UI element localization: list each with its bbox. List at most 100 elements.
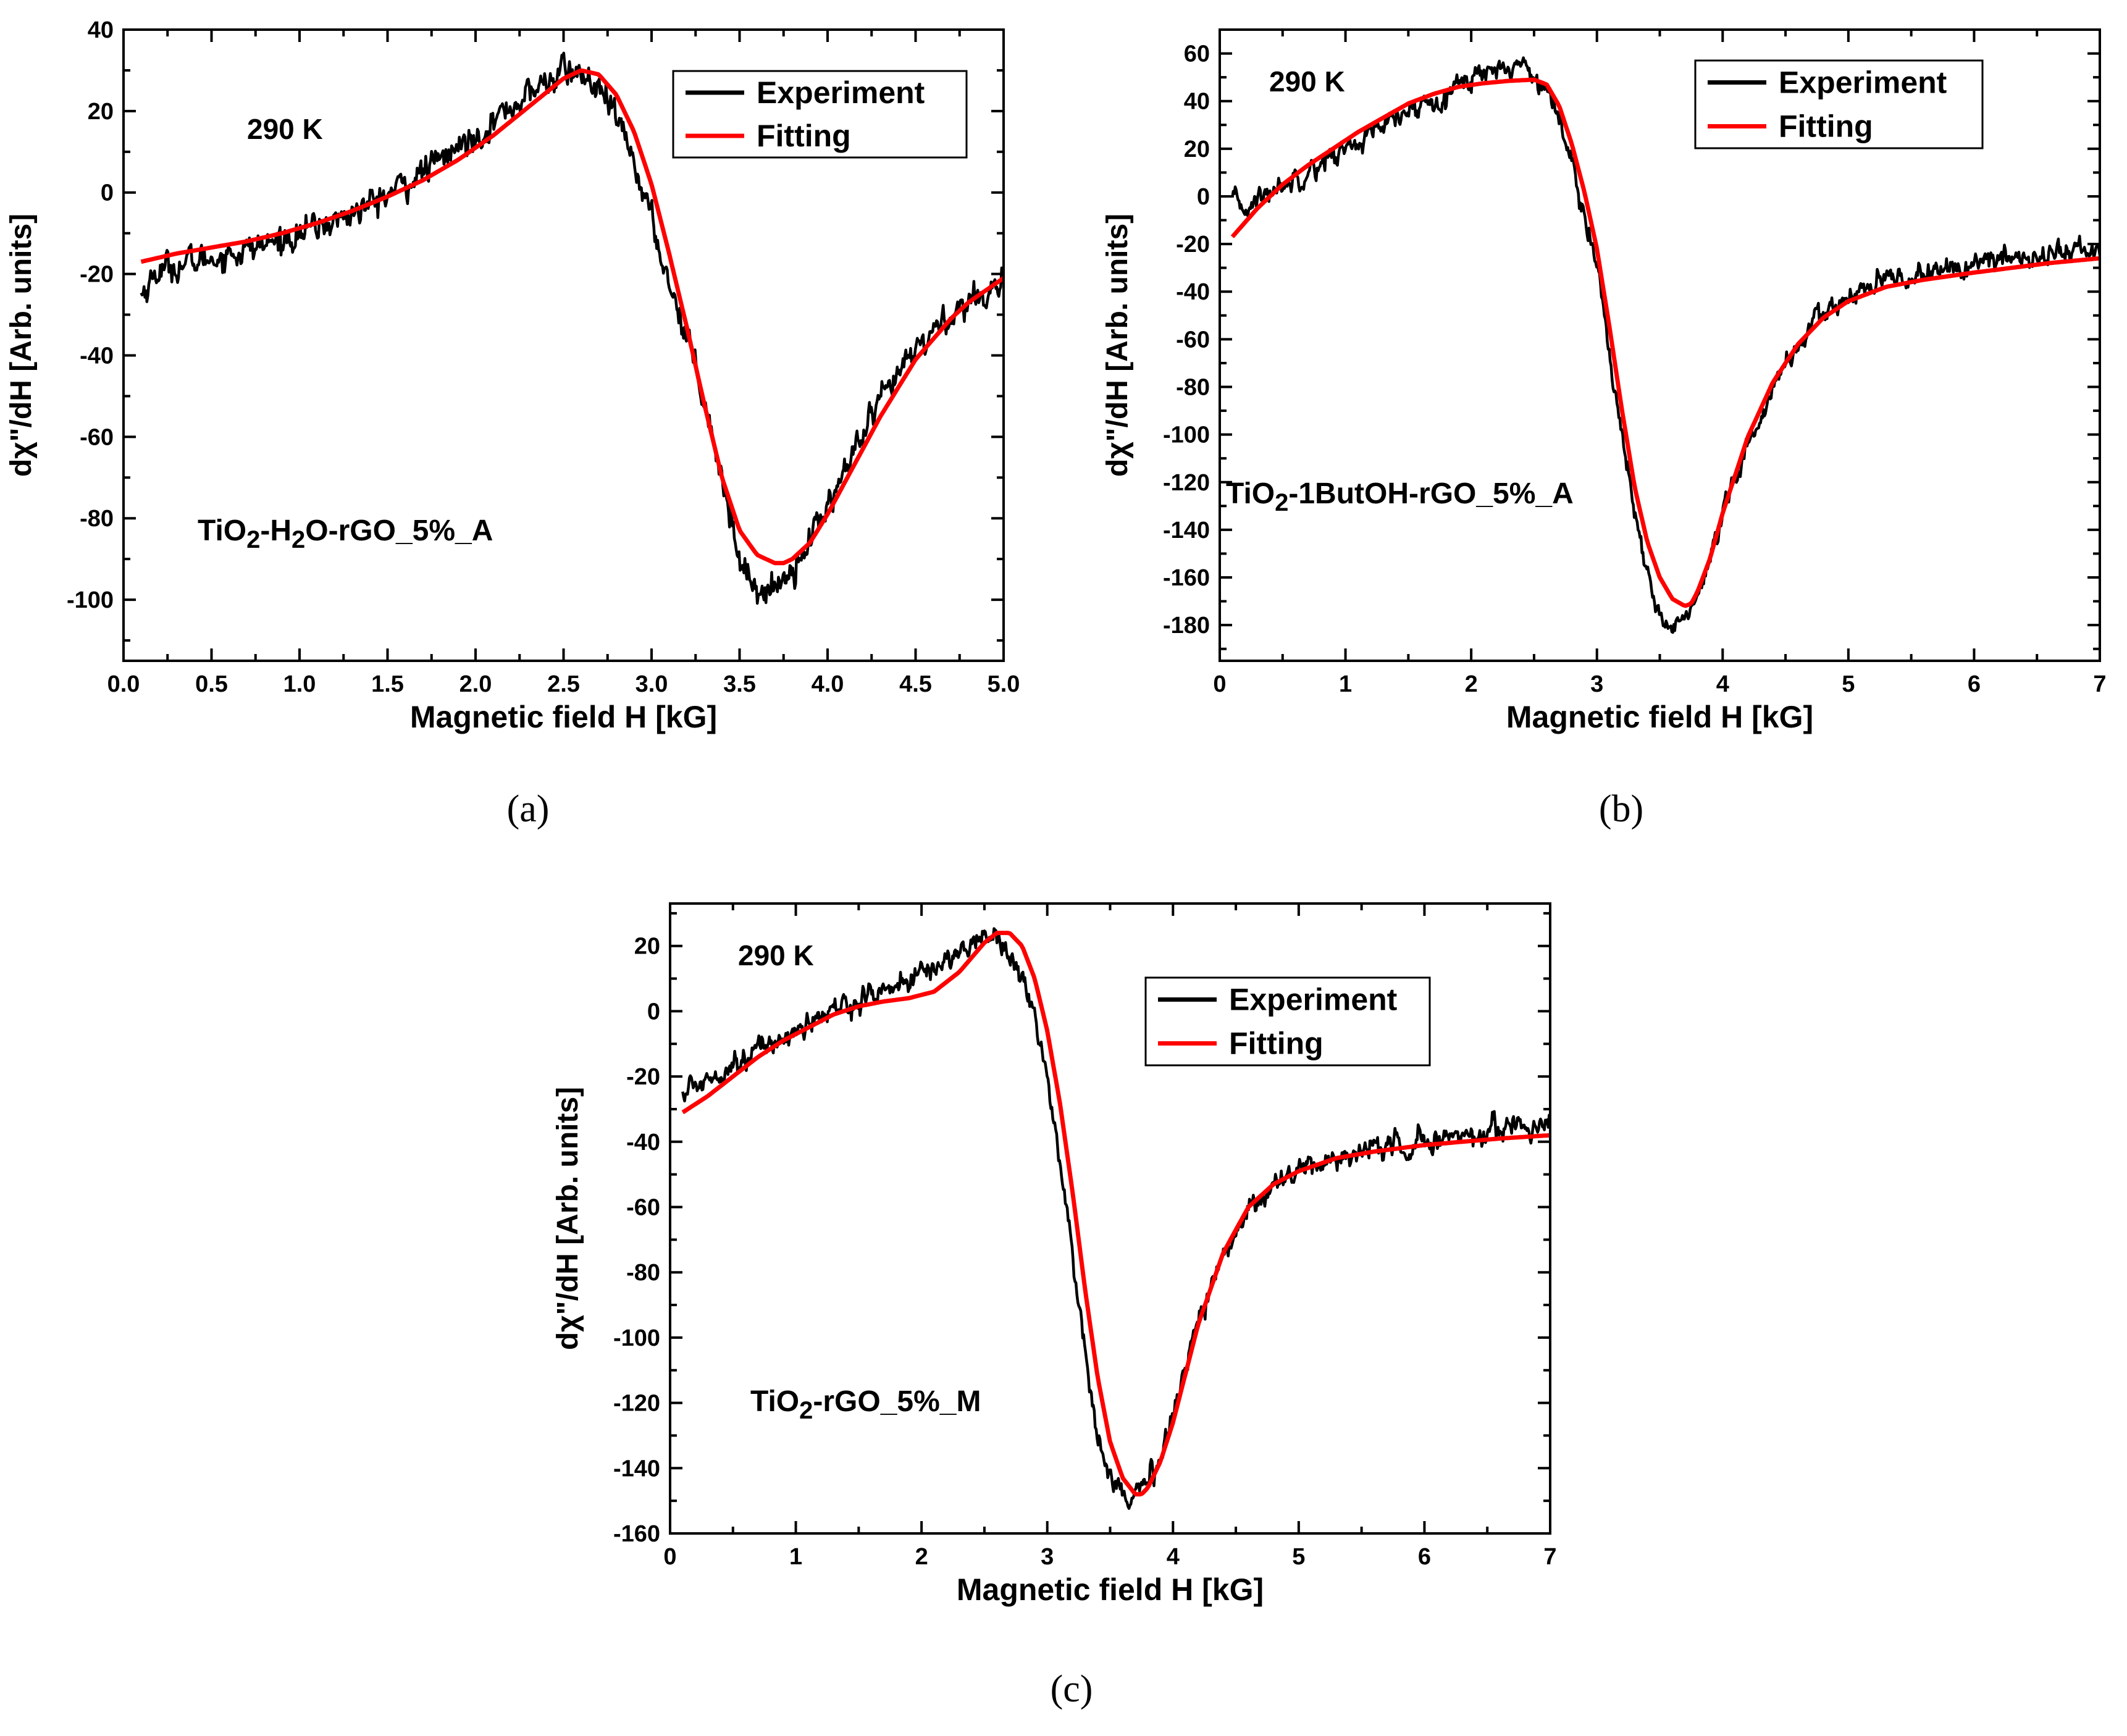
legend-box <box>1694 59 1984 149</box>
y-tick-label: -100 <box>1163 422 1210 448</box>
x-tick-label: 4 <box>1167 1544 1180 1570</box>
x-tick-label: 3.0 <box>636 671 668 697</box>
y-tick-label: -120 <box>1163 470 1210 496</box>
y-tick-label: 60 <box>1184 41 1210 67</box>
x-tick-label: 2.0 <box>459 671 492 697</box>
sample-label: TiO2-H2O-rGO_5%_A <box>198 514 493 553</box>
legend: Experiment Fitting <box>672 70 968 159</box>
x-axis-label: Magnetic field H [kG] <box>1506 700 1813 734</box>
legend-label-fitting: Fitting <box>1779 109 1873 144</box>
sample-label-subscript: 2 <box>246 526 260 553</box>
sample-label: TiO2-1ButOH-rGO_5%_A <box>1226 477 1574 516</box>
y-tick-label: 0 <box>1197 184 1210 210</box>
x-tick-label: 4 <box>1716 671 1729 697</box>
x-tick-label: 1 <box>1339 671 1352 697</box>
sample-label-part: -H <box>260 514 292 547</box>
y-tick-label: -40 <box>1176 279 1210 305</box>
legend-box <box>1144 976 1431 1067</box>
y-tick-label: 40 <box>88 17 114 43</box>
chart-panel-a: 0.0 0.5 1.0 1.5 2.0 2.5 3.0 3.5 4.0 4.5 5.0 -100 -80… <box>5 17 1020 830</box>
temperature-label: 290 K <box>1269 65 1345 98</box>
x-tick-label: 5 <box>1292 1544 1305 1570</box>
y-tick-label: -40 <box>80 343 114 369</box>
x-tick-label: 3.5 <box>723 671 756 697</box>
sample-label-subscript: 2 <box>292 526 305 553</box>
y-tick-label: -160 <box>1163 565 1210 591</box>
y-axis-label: dχ"/dH [Arb. units] <box>5 214 38 477</box>
chart-panel-b: 0 1 2 3 4 5 6 7 -180 -160 -140 -120 -100 -80 -60 -40 -20… <box>1101 28 2107 830</box>
legend-label-experiment: Experiment <box>1779 65 1947 100</box>
series-line-fitting <box>681 931 1550 1497</box>
panel-caption: (c) <box>1051 1668 1093 1710</box>
sample-label-part: TiO <box>750 1385 799 1418</box>
legend-label-fitting: Fitting <box>757 119 851 153</box>
y-tick-label: -40 <box>626 1130 660 1155</box>
sample-label-subscript: 2 <box>799 1397 813 1424</box>
x-axis-label: Magnetic field H [kG] <box>957 1572 1264 1607</box>
y-tick-label: 20 <box>88 99 114 125</box>
x-tick-label: 2 <box>915 1544 928 1570</box>
sample-label-part: -1ButOH-rGO_5%_A <box>1288 477 1573 510</box>
x-tick-label: 2.5 <box>547 671 580 697</box>
x-tick-label: 3 <box>1041 1544 1054 1570</box>
x-tick-label: 7 <box>1543 1544 1556 1570</box>
x-tick-label: 0.0 <box>107 671 140 697</box>
sample-label-part: TiO <box>198 514 246 547</box>
x-tick-label: 2 <box>1465 671 1478 697</box>
y-tick-label: 20 <box>634 934 660 960</box>
y-axis-label: dχ"/dH [Arb. units] <box>552 1087 584 1350</box>
y-axis-label: dχ"/dH [Arb. units] <box>1101 214 1134 477</box>
temperature-label: 290 K <box>738 939 814 971</box>
y-tick-label: -60 <box>626 1195 660 1221</box>
y-tick-label: -160 <box>613 1521 660 1547</box>
sample-label-subscript: 2 <box>1275 489 1288 516</box>
y-tick-label: -60 <box>1176 327 1210 353</box>
x-tick-label: 7 <box>2093 671 2106 697</box>
series-line-experiment <box>1231 56 2100 634</box>
series-line-fitting <box>140 68 1004 566</box>
y-tick-label: -60 <box>80 424 114 450</box>
x-tick-label: 0 <box>663 1544 676 1570</box>
y-tick-label: -100 <box>67 587 114 613</box>
y-tick-label: -80 <box>80 506 114 532</box>
y-tick-label: 0 <box>101 180 114 206</box>
sample-label-part: O-rGO_5%_A <box>305 514 493 547</box>
sample-label-part: TiO <box>1226 477 1275 510</box>
legend-label-experiment: Experiment <box>757 75 925 110</box>
series-line-experiment <box>681 927 1550 1510</box>
x-tick-label: 5 <box>1842 671 1855 697</box>
x-tick-label: 3 <box>1590 671 1603 697</box>
legend: Experiment Fitting <box>1694 59 1984 149</box>
x-tick-label: 1.0 <box>283 671 316 697</box>
sample-label: TiO2-rGO_5%_M <box>750 1385 981 1424</box>
x-tick-label: 1 <box>789 1544 802 1570</box>
y-tick-label: -100 <box>613 1325 660 1351</box>
sample-label-part: -rGO_5%_M <box>813 1385 981 1418</box>
panel-caption: (b) <box>1599 788 1643 830</box>
x-tick-label: 6 <box>1968 671 1981 697</box>
y-tick-label: -180 <box>1163 613 1210 639</box>
x-axis-label: Magnetic field H [kG] <box>410 700 717 734</box>
x-tick-label: 0 <box>1213 671 1226 697</box>
y-tick-label: -80 <box>626 1260 660 1286</box>
legend-label-experiment: Experiment <box>1229 983 1398 1017</box>
legend-box <box>672 70 968 159</box>
x-tick-label: 4.0 <box>812 671 844 697</box>
y-tick-label: -120 <box>613 1391 660 1417</box>
y-tick-label: -20 <box>626 1064 660 1090</box>
x-tick-label: 1.5 <box>371 671 404 697</box>
x-tick-label: 0.5 <box>195 671 228 697</box>
x-tick-label: 4.5 <box>899 671 932 697</box>
y-tick-label: 20 <box>1184 136 1210 162</box>
y-tick-label: 0 <box>647 999 660 1025</box>
y-tick-label: -140 <box>1163 518 1210 543</box>
legend-label-fitting: Fitting <box>1229 1026 1324 1061</box>
x-tick-label: 5.0 <box>988 671 1020 697</box>
y-tick-label: -20 <box>80 262 114 288</box>
legend: Experiment Fitting <box>1144 976 1431 1067</box>
y-tick-label: -20 <box>1176 232 1210 258</box>
y-tick-label: 40 <box>1184 89 1210 115</box>
panel-caption: (a) <box>507 788 550 830</box>
y-tick-label: -140 <box>613 1456 660 1482</box>
